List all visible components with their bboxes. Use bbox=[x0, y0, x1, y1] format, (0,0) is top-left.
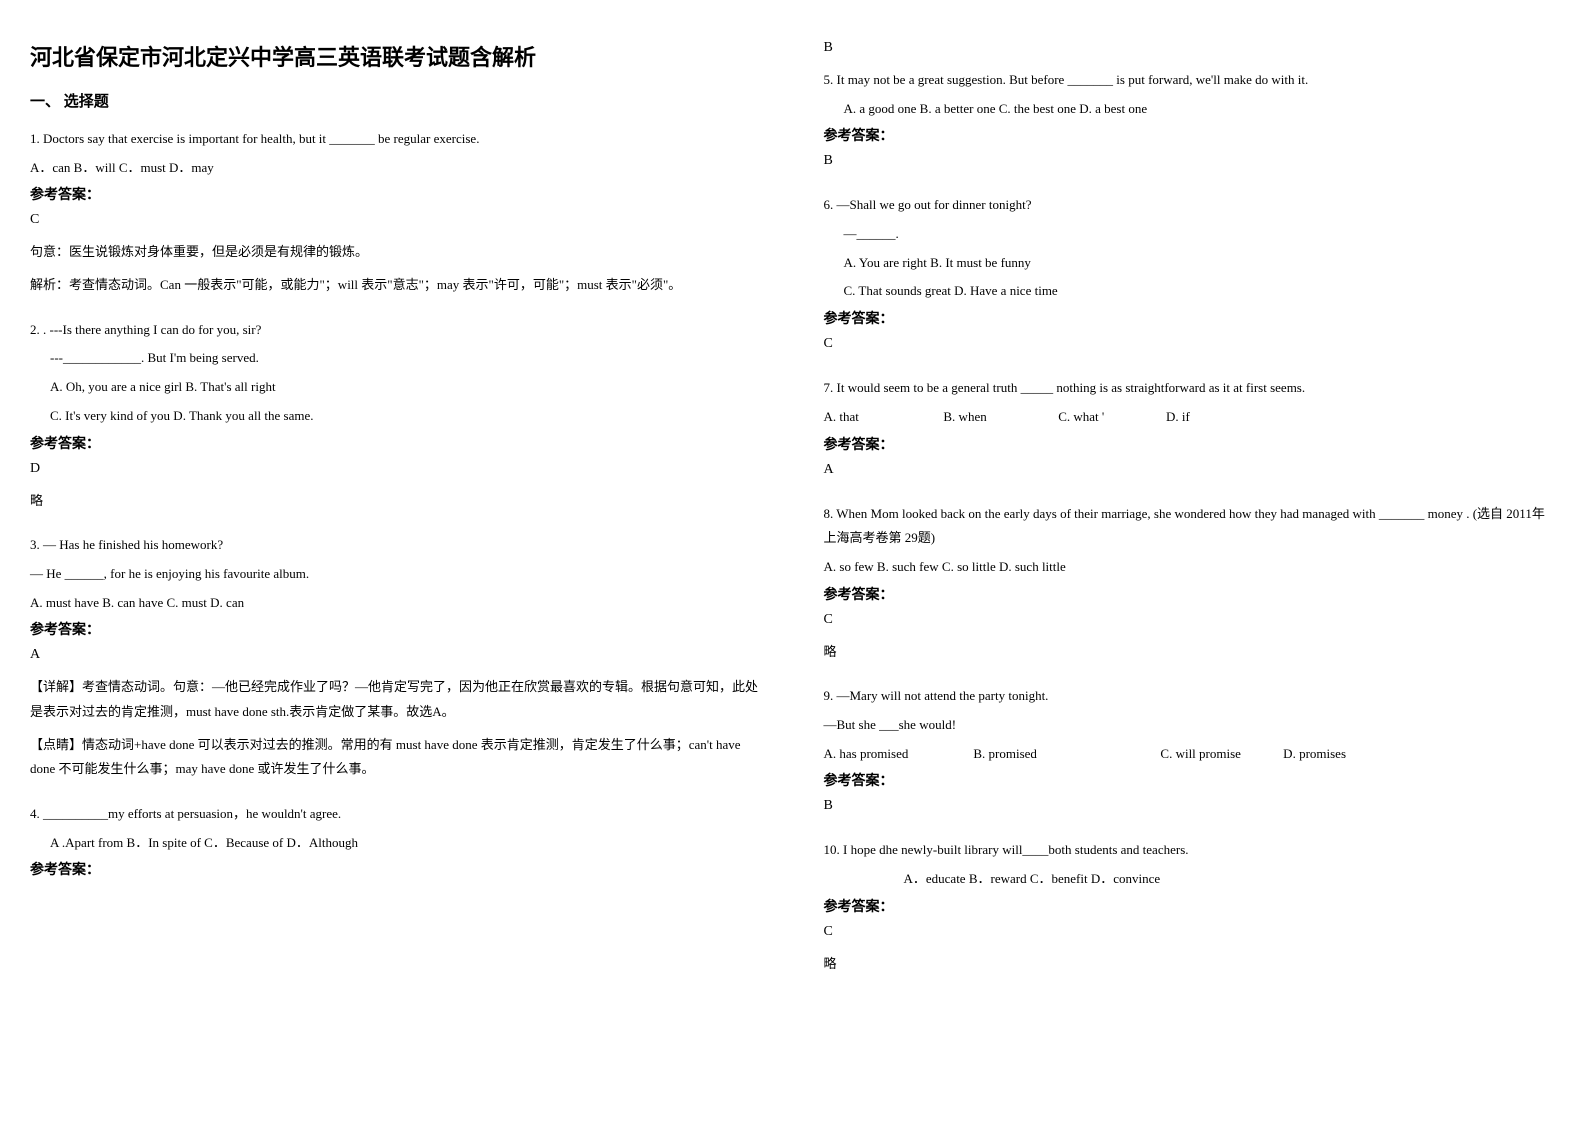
question-7: 7. It would seem to be a general truth _… bbox=[824, 376, 1558, 489]
q3-line2: — He ______, for he is enjoying his favo… bbox=[30, 562, 764, 587]
question-2: 2. . ---Is there anything I can do for y… bbox=[30, 318, 764, 521]
q4-answer: B bbox=[824, 40, 1558, 56]
q2-text: 2. . ---Is there anything I can do for y… bbox=[30, 318, 764, 343]
q8-answer: C bbox=[824, 612, 1558, 628]
q5-answer-label: 参考答案： bbox=[824, 125, 1558, 145]
q10-options: A．educate B．reward C．benefit D．convince bbox=[824, 867, 1558, 892]
q3-options: A. must have B. can have C. must D. can bbox=[30, 591, 764, 616]
q6-opt-cd: C. That sounds great D. Have a nice time bbox=[824, 279, 1558, 304]
q9-answer-label: 参考答案： bbox=[824, 770, 1558, 790]
q2-exp: 略 bbox=[30, 489, 764, 514]
right-column: B 5. It may not be a great suggestion. B… bbox=[824, 40, 1558, 996]
q4-answer-label: 参考答案： bbox=[30, 859, 764, 879]
left-column: 河北省保定市河北定兴中学高三英语联考试题含解析 一、 选择题 1. Doctor… bbox=[30, 40, 764, 996]
q2-answer-label: 参考答案： bbox=[30, 433, 764, 453]
q6-answer-label: 参考答案： bbox=[824, 308, 1558, 328]
q3-exp1: 【详解】考查情态动词。句意：—他已经完成作业了吗？—他肯定写完了，因为他正在欣赏… bbox=[30, 675, 764, 724]
q3-answer-label: 参考答案： bbox=[30, 619, 764, 639]
q4-options: A .Apart from B．In spite of C．Because of… bbox=[30, 831, 764, 856]
question-3: 3. — Has he finished his homework? — He … bbox=[30, 533, 764, 790]
q10-answer: C bbox=[824, 924, 1558, 940]
q1-text: 1. Doctors say that exercise is importan… bbox=[30, 127, 764, 152]
q9-options: A. has promised B. promised C. will prom… bbox=[824, 742, 1558, 767]
q1-exp1: 句意：医生说锻炼对身体重要，但是必须是有规律的锻炼。 bbox=[30, 240, 764, 265]
question-6: 6. —Shall we go out for dinner tonight? … bbox=[824, 193, 1558, 364]
q7-text: 7. It would seem to be a general truth _… bbox=[824, 376, 1558, 401]
q6-text: 6. —Shall we go out for dinner tonight? bbox=[824, 193, 1558, 218]
q10-exp: 略 bbox=[824, 952, 1558, 977]
q3-exp2: 【点睛】情态动词+have done 可以表示对过去的推测。常用的有 must … bbox=[30, 733, 764, 782]
q3-text: 3. — Has he finished his homework? bbox=[30, 533, 764, 558]
page-title: 河北省保定市河北定兴中学高三英语联考试题含解析 bbox=[30, 40, 764, 72]
q4-text: 4. __________my efforts at persuasion，he… bbox=[30, 802, 764, 827]
q1-exp2: 解析：考查情态动词。Can 一般表示"可能，或能力"；will 表示"意志"；m… bbox=[30, 273, 764, 298]
question-10: 10. I hope dhe newly-built library will_… bbox=[824, 838, 1558, 984]
q3-answer: A bbox=[30, 647, 764, 663]
q7-options: A. that B. when C. what ' D. if bbox=[824, 405, 1558, 430]
q1-answer-label: 参考答案： bbox=[30, 184, 764, 204]
q2-opt-ab: A. Oh, you are a nice girl B. That's all… bbox=[30, 375, 764, 400]
question-9: 9. —Mary will not attend the party tonig… bbox=[824, 684, 1558, 826]
q9-line2: —But she ___she would! bbox=[824, 713, 1558, 738]
q8-answer-label: 参考答案： bbox=[824, 584, 1558, 604]
q5-answer: B bbox=[824, 153, 1558, 169]
q8-text: 8. When Mom looked back on the early day… bbox=[824, 502, 1558, 551]
q1-options: A．can B．will C．must D．may bbox=[30, 156, 764, 181]
q6-answer: C bbox=[824, 336, 1558, 352]
q1-answer: C bbox=[30, 212, 764, 228]
section-heading: 一、 选择题 bbox=[30, 90, 764, 111]
q2-answer: D bbox=[30, 461, 764, 477]
q7-answer-label: 参考答案： bbox=[824, 434, 1558, 454]
q8-exp: 略 bbox=[824, 640, 1558, 665]
q10-answer-label: 参考答案： bbox=[824, 896, 1558, 916]
q10-text: 10. I hope dhe newly-built library will_… bbox=[824, 838, 1558, 863]
q2-opt-cd: C. It's very kind of you D. Thank you al… bbox=[30, 404, 764, 429]
q6-line2: —______. bbox=[824, 222, 1558, 247]
question-4: 4. __________my efforts at persuasion，he… bbox=[30, 802, 764, 887]
question-1: 1. Doctors say that exercise is importan… bbox=[30, 127, 764, 306]
q9-answer: B bbox=[824, 798, 1558, 814]
q2-line2: ---____________. But I'm being served. bbox=[30, 346, 764, 371]
q9-text: 9. —Mary will not attend the party tonig… bbox=[824, 684, 1558, 709]
question-5: 5. It may not be a great suggestion. But… bbox=[824, 68, 1558, 181]
q8-options: A. so few B. such few C. so little D. su… bbox=[824, 555, 1558, 580]
q6-opt-ab: A. You are right B. It must be funny bbox=[824, 251, 1558, 276]
q5-options: A. a good one B. a better one C. the bes… bbox=[824, 97, 1558, 122]
q5-text: 5. It may not be a great suggestion. But… bbox=[824, 68, 1558, 93]
q7-answer: A bbox=[824, 462, 1558, 478]
question-8: 8. When Mom looked back on the early day… bbox=[824, 502, 1558, 673]
